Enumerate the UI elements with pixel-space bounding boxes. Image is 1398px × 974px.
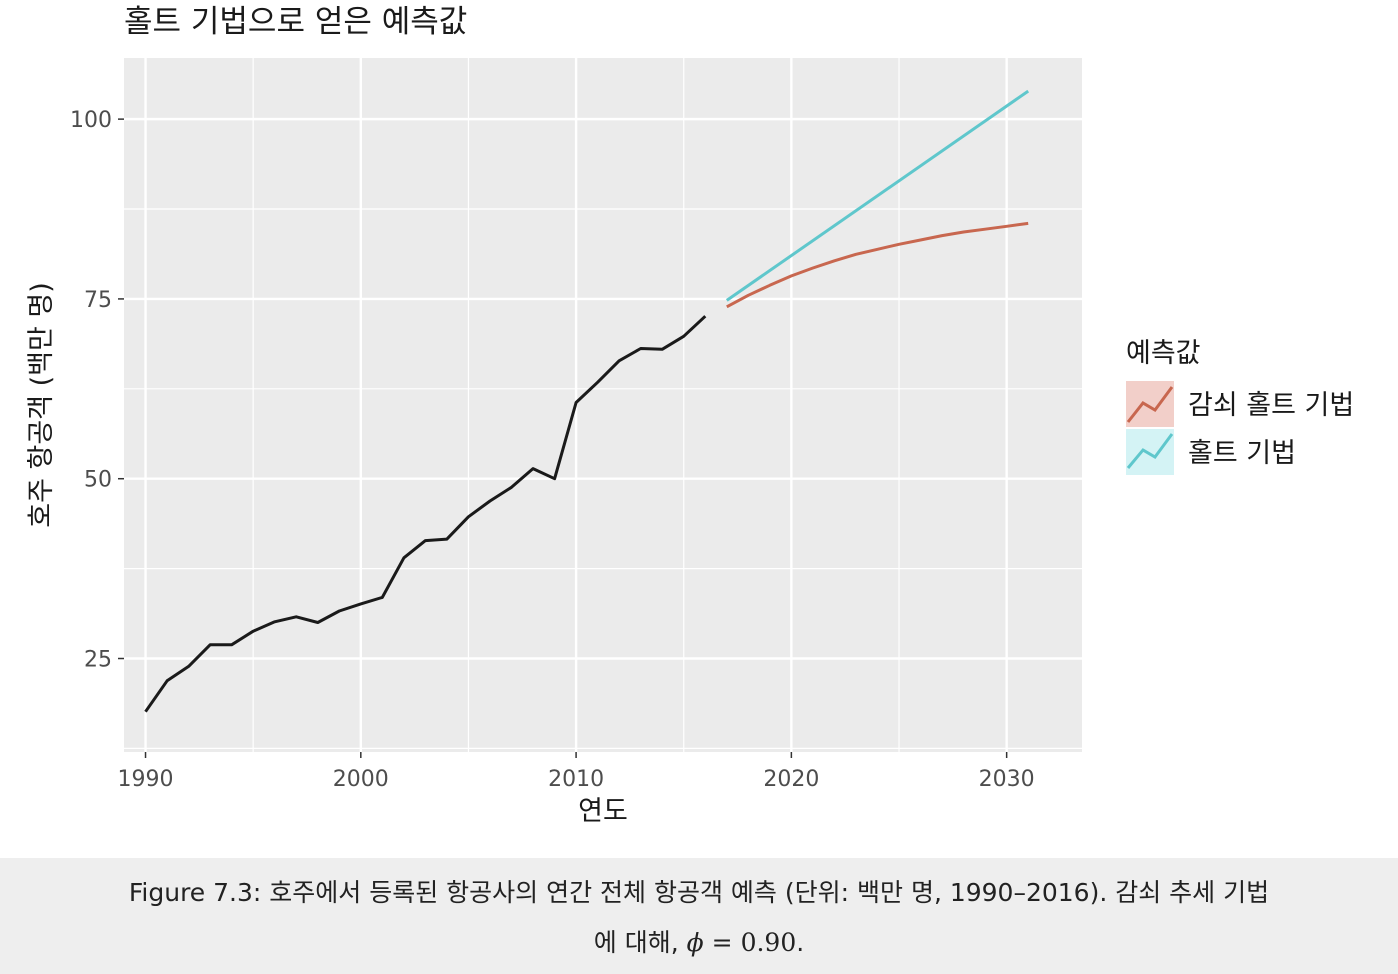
x-tick-label: 2010 [548,767,604,792]
forecast-chart: 홀트 기법으로 얻은 예측값 1990 2000 2010 2020 2030 25 50 7… [26,4,1354,827]
legend-item-damped-holt: 감쇠 홀트 기법 [1126,381,1354,427]
y-tick-label: 75 [84,288,112,313]
legend-key-holt [1126,429,1174,475]
minor-gridlines [124,58,1082,752]
y-tick-label: 25 [84,648,112,673]
legend-label-damped-holt: 감쇠 홀트 기법 [1188,390,1354,421]
axis-layer: 1990 2000 2010 2020 2030 25 50 75 100 [70,108,1035,792]
equals-sign: = [711,928,733,957]
legend-title: 예측값 [1126,338,1201,369]
legend-label-holt: 홀트 기법 [1188,438,1296,469]
holt-forecast-line [725,89,1030,302]
phi-value: 0.90 [740,928,797,957]
legend: 예측값 감쇠 홀트 기법 홀트 기법 [1126,338,1354,475]
x-tick-label: 2000 [333,767,389,792]
caption-line-2-suffix: . [796,928,805,957]
series-layer [144,89,1030,713]
x-tick-label: 1990 [118,767,174,792]
history-line [144,315,707,713]
caption-line-2: 에 대해, ϕ = 0.90. [20,918,1378,968]
y-axis-title: 호주 항공객 (백만 명) [26,282,57,528]
y-tick-label: 100 [70,108,112,133]
chart-title: 홀트 기법으로 얻은 예측값 [124,4,467,40]
figure-caption: Figure 7.3: 호주에서 등록된 항공사의 연간 전체 항공객 예측 (… [0,858,1398,974]
damped-holt-forecast-line [726,221,1029,309]
major-gridlines [124,58,1082,752]
y-tick-label: 50 [84,468,112,493]
caption-line-1: Figure 7.3: 호주에서 등록된 항공사의 연간 전체 항공객 예측 (… [128,878,1270,907]
x-tick-label: 2030 [979,767,1035,792]
legend-item-holt: 홀트 기법 [1126,429,1296,475]
legend-line-damped-holt-icon [1126,386,1174,423]
plot-panel [124,58,1082,752]
phi-symbol: ϕ [686,928,704,957]
x-axis-title: 연도 [578,796,628,827]
x-tick-label: 2020 [763,767,819,792]
legend-key-damped-holt [1126,381,1174,427]
legend-line-holt-icon [1126,433,1174,469]
caption-line-2-prefix: 에 대해, [593,928,679,957]
